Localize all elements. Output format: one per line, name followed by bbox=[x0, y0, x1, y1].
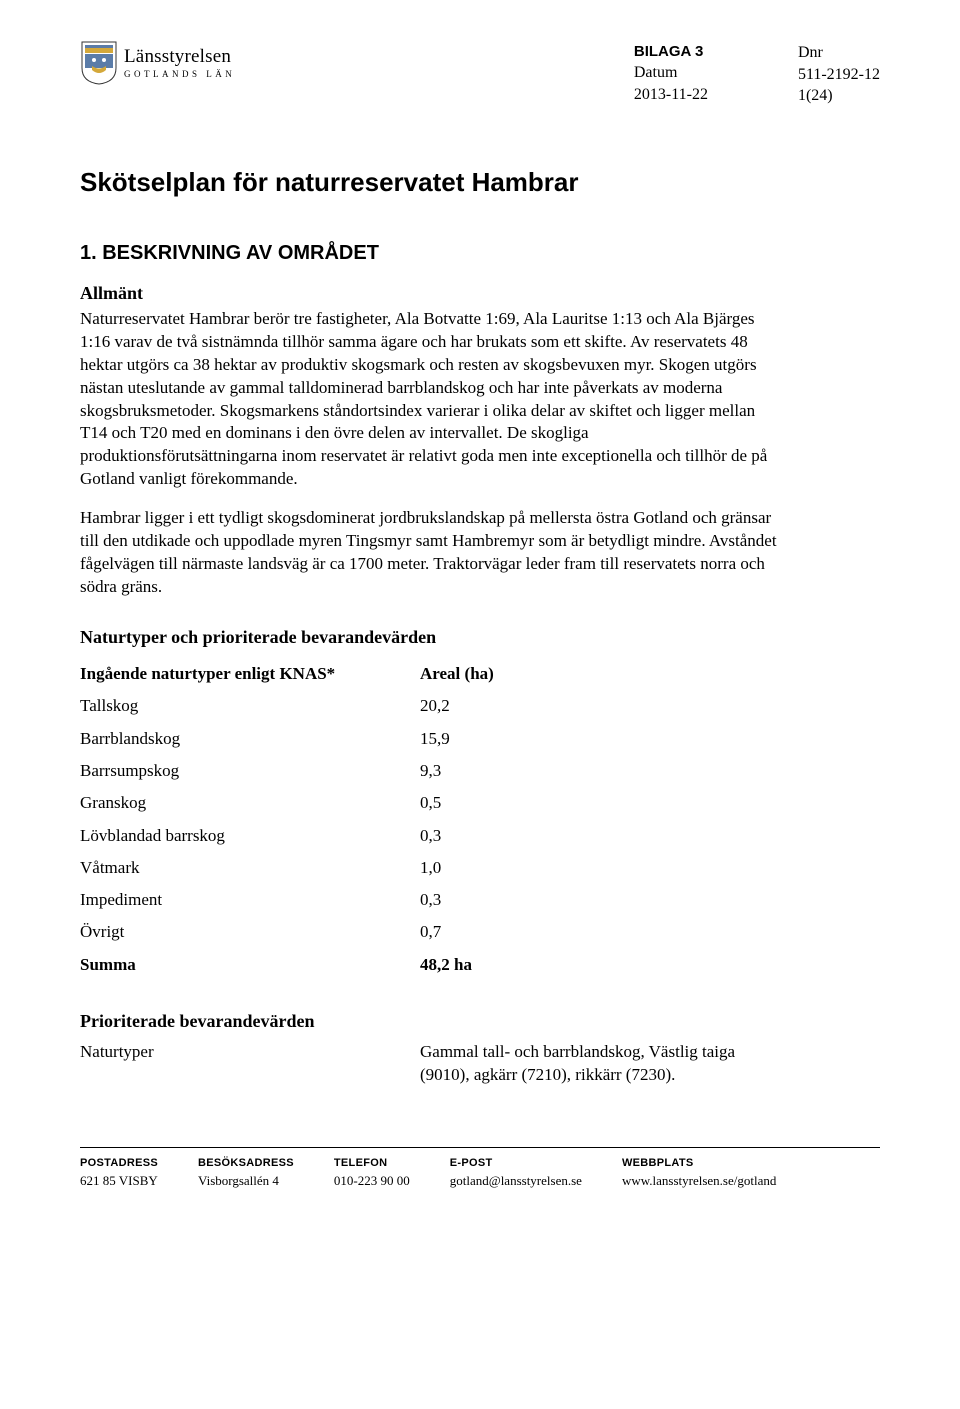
footer-value: Visborgsallén 4 bbox=[198, 1172, 294, 1190]
page-number: 1(24) bbox=[798, 85, 880, 107]
table-cell-value: 0,5 bbox=[420, 787, 580, 819]
footer-value: 621 85 VISBY bbox=[80, 1172, 158, 1190]
header-meta: BILAGA 3 Datum 2013-11-22 Dnr 511-2192-1… bbox=[634, 40, 880, 107]
table-cell-name: Impediment bbox=[80, 884, 420, 916]
table-cell-name: Barrblandskog bbox=[80, 723, 420, 755]
table-row: Övrigt0,7 bbox=[80, 916, 880, 948]
logo-main: Länsstyrelsen bbox=[124, 47, 235, 68]
table-cell-name: Lövblandad barrskog bbox=[80, 820, 420, 852]
priority-value: Gammal tall- och barrblandskog, Västlig … bbox=[420, 1041, 780, 1087]
table-cell-value: 0,7 bbox=[420, 916, 580, 948]
table-cell-name: Granskog bbox=[80, 787, 420, 819]
sum-value: 48,2 ha bbox=[420, 949, 580, 981]
section-1-heading: 1. BESKRIVNING AV OMRÅDET bbox=[80, 242, 880, 265]
col-header-2: Areal (ha) bbox=[420, 658, 580, 690]
footer-col: WEBBPLATSwww.lansstyrelsen.se/gotland bbox=[622, 1156, 776, 1190]
priority-label: Naturtyper bbox=[80, 1041, 420, 1087]
footer-value: 010-223 90 00 bbox=[334, 1172, 410, 1190]
table-cell-value: 0,3 bbox=[420, 820, 580, 852]
meta-left: BILAGA 3 Datum 2013-11-22 bbox=[634, 42, 708, 107]
footer-col: POSTADRESS621 85 VISBY bbox=[80, 1156, 158, 1190]
table-cell-name: Våtmark bbox=[80, 852, 420, 884]
col-header-1: Ingående naturtyper enligt KNAS* bbox=[80, 658, 420, 690]
paragraph-2: Hambrar ligger i ett tydligt skogsdomine… bbox=[80, 507, 780, 599]
footer-col: E-POSTgotland@lansstyrelsen.se bbox=[450, 1156, 582, 1190]
table-row: Barrblandskog15,9 bbox=[80, 723, 880, 755]
crest-icon bbox=[80, 40, 118, 86]
table-row: Granskog0,5 bbox=[80, 787, 880, 819]
paragraph-1: Naturreservatet Hambrar berör tre fastig… bbox=[80, 308, 780, 492]
footer-head: WEBBPLATS bbox=[622, 1156, 776, 1171]
priority-heading: Prioriterade bevarandevärden bbox=[80, 1009, 880, 1033]
sum-label: Summa bbox=[80, 949, 420, 981]
table-cell-name: Tallskog bbox=[80, 690, 420, 722]
table-cell-value: 0,3 bbox=[420, 884, 580, 916]
meta-right: Dnr 511-2192-12 1(24) bbox=[798, 42, 880, 107]
footer-value: www.lansstyrelsen.se/gotland bbox=[622, 1172, 776, 1190]
table-row: Barrsumpskog9,3 bbox=[80, 755, 880, 787]
page-footer: POSTADRESS621 85 VISBY BESÖKSADRESSVisbor… bbox=[80, 1148, 880, 1190]
footer-col: BESÖKSADRESSVisborgsallén 4 bbox=[198, 1156, 294, 1190]
logo: Länsstyrelsen GOTLANDS LÄN bbox=[80, 40, 235, 86]
priority-block: Prioriterade bevarandevärden Naturtyper … bbox=[80, 1009, 880, 1087]
dnr-label: Dnr bbox=[798, 42, 880, 64]
footer-head: E-POST bbox=[450, 1156, 582, 1171]
table-header-row: Ingående naturtyper enligt KNAS* Areal (… bbox=[80, 658, 880, 690]
datum-label: Datum bbox=[634, 62, 708, 84]
subsection-allmant: Allmänt bbox=[80, 283, 880, 304]
naturtyper-table: Ingående naturtyper enligt KNAS* Areal (… bbox=[80, 658, 880, 981]
table-row: Lövblandad barrskog0,3 bbox=[80, 820, 880, 852]
table-cell-value: 9,3 bbox=[420, 755, 580, 787]
document-title: Skötselplan för naturreservatet Hambrar bbox=[80, 167, 880, 198]
footer-head: BESÖKSADRESS bbox=[198, 1156, 294, 1171]
dnr-value: 511-2192-12 bbox=[798, 64, 880, 86]
table-cell-value: 20,2 bbox=[420, 690, 580, 722]
footer-value: gotland@lansstyrelsen.se bbox=[450, 1172, 582, 1190]
logo-sub: GOTLANDS LÄN bbox=[124, 70, 235, 80]
table-sum-row: Summa 48,2 ha bbox=[80, 949, 880, 981]
footer-head: POSTADRESS bbox=[80, 1156, 158, 1171]
logo-text: Länsstyrelsen GOTLANDS LÄN bbox=[124, 47, 235, 80]
bilaga-label: BILAGA 3 bbox=[634, 42, 708, 62]
table-row: Tallskog20,2 bbox=[80, 690, 880, 722]
priority-row: Naturtyper Gammal tall- och barrblandsko… bbox=[80, 1041, 880, 1087]
naturtyper-heading: Naturtyper och prioriterade bevarandevär… bbox=[80, 627, 880, 648]
table-cell-name: Övrigt bbox=[80, 916, 420, 948]
page-header: Länsstyrelsen GOTLANDS LÄN BILAGA 3 Datu… bbox=[80, 40, 880, 107]
table-row: Våtmark1,0 bbox=[80, 852, 880, 884]
footer-head: TELEFON bbox=[334, 1156, 410, 1171]
table-cell-name: Barrsumpskog bbox=[80, 755, 420, 787]
table-cell-value: 1,0 bbox=[420, 852, 580, 884]
footer-col: TELEFON010-223 90 00 bbox=[334, 1156, 410, 1190]
datum-value: 2013-11-22 bbox=[634, 84, 708, 106]
table-row: Impediment0,3 bbox=[80, 884, 880, 916]
table-cell-value: 15,9 bbox=[420, 723, 580, 755]
